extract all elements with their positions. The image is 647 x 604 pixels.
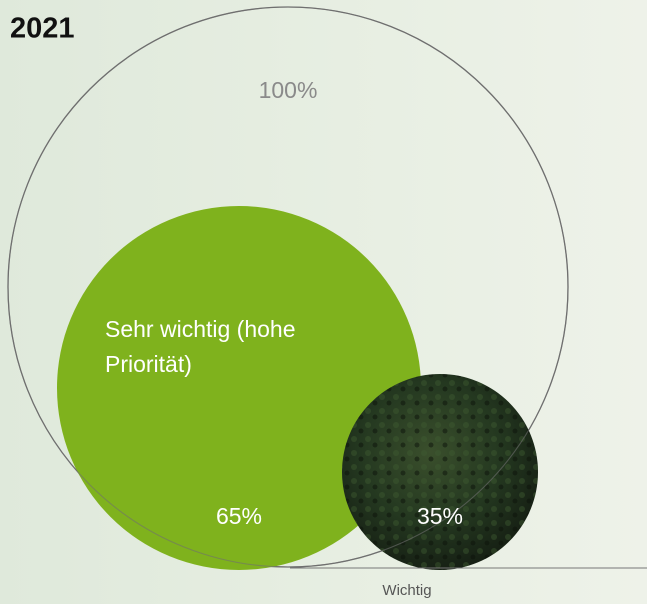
- category-label: Sehr wichtig (hohe Priorität): [105, 312, 345, 382]
- total-label: 100%: [259, 77, 318, 103]
- bubble-texture: [342, 374, 538, 570]
- value-label: 35%: [417, 503, 463, 529]
- value-label: 65%: [216, 503, 262, 529]
- chart: 2021 100% 65% 35% Wichtig Sehr wichtig (hoh…: [0, 0, 647, 604]
- chart-svg: 2021 100% 65% 35% Wichtig: [0, 0, 647, 604]
- category-label: Wichtig: [382, 582, 431, 599]
- chart-title: 2021: [10, 13, 75, 45]
